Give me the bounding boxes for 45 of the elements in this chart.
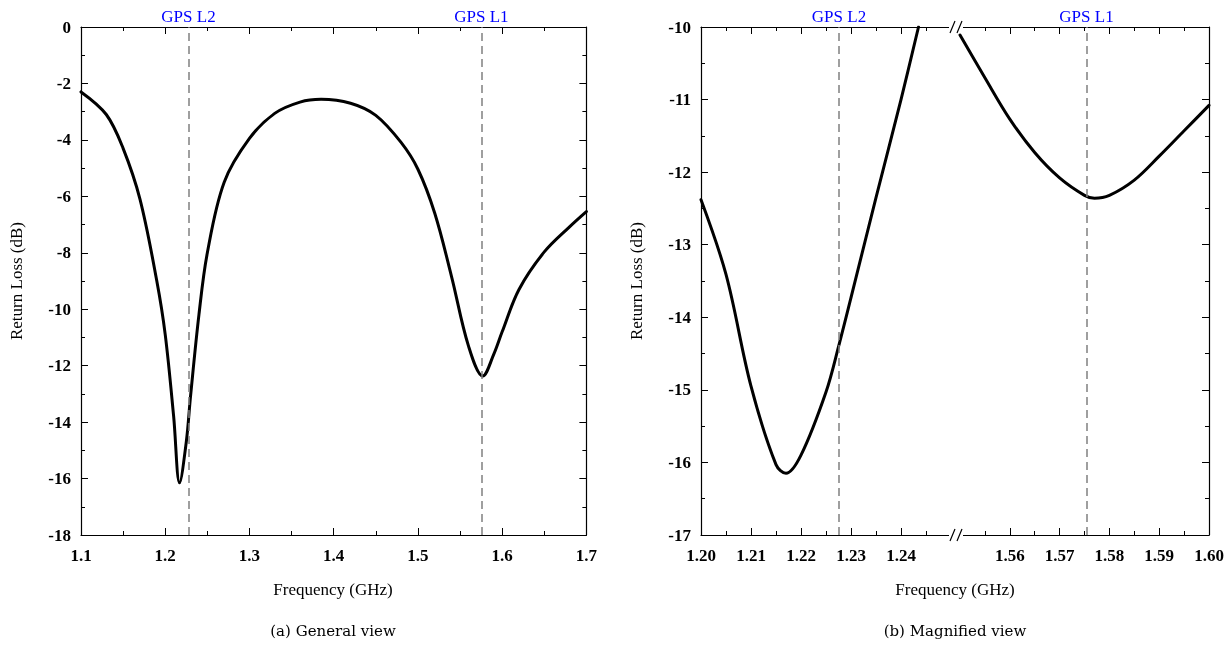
x-tick-label: 1.5 xyxy=(407,546,429,565)
x-tick-label: 1.23 xyxy=(836,546,866,565)
y-tick-label: -4 xyxy=(56,130,72,150)
ref-line-label: GPS L2 xyxy=(161,7,216,26)
ref-line-label: GPS L1 xyxy=(1059,7,1114,26)
ref-line-label: GPS L1 xyxy=(454,7,509,26)
y-tick-label: -11 xyxy=(669,90,691,110)
y-tick-label: -16 xyxy=(48,469,71,489)
x-tick-label: 1.4 xyxy=(323,546,345,565)
y-tick-label: 0 xyxy=(62,17,71,37)
x-tick-label: 1.56 xyxy=(994,546,1025,565)
x-tick-label: 1.58 xyxy=(1094,546,1125,565)
x-tick-label: 1.59 xyxy=(1144,546,1175,565)
y-tick-label: -12 xyxy=(668,162,691,182)
y-tick-label: -13 xyxy=(668,235,691,255)
x-tick-label: 1.2 xyxy=(154,546,176,565)
ref-line-label: GPS L2 xyxy=(811,7,867,26)
x-tick-label: 1.21 xyxy=(736,546,766,565)
y-axis-title: Return Loss (dB) xyxy=(627,221,646,341)
x-tick-label: 1.22 xyxy=(786,546,816,565)
x-tick-label: 1.1 xyxy=(70,546,92,565)
y-tick-label: -12 xyxy=(48,356,71,376)
y-axis-title: Return Loss (dB) xyxy=(7,221,26,341)
x-tick-label: 1.6 xyxy=(491,546,513,565)
y-tick-label: -18 xyxy=(48,525,71,545)
y-tick-label: -10 xyxy=(48,299,71,319)
x-tick-label: 1.60 xyxy=(1194,546,1224,565)
text: (a) General view xyxy=(269,622,397,640)
x-tick-label: 1.20 xyxy=(686,546,716,565)
y-tick-label: -2 xyxy=(56,73,71,93)
x-tick-label: 1.57 xyxy=(1044,546,1075,565)
x-tick-label: 1.7 xyxy=(575,546,598,565)
y-tick-label: -15 xyxy=(668,380,691,400)
y-tick-label: -16 xyxy=(668,452,691,472)
x-axis-title: Frequency (GHz) xyxy=(894,580,1016,600)
y-tick-label: -14 xyxy=(48,412,72,432)
y-tick-label: -8 xyxy=(56,243,71,263)
y-tick-label: -14 xyxy=(668,307,692,327)
x-tick-label: 1.24 xyxy=(886,546,917,565)
text: (b) Magnified view xyxy=(882,622,1028,640)
y-tick-label: -6 xyxy=(56,186,71,206)
x-axis-title: Frequency (GHz) xyxy=(272,580,394,600)
y-tick-label: -10 xyxy=(668,17,691,37)
x-tick-label: 1.3 xyxy=(238,546,261,565)
y-tick-label: -17 xyxy=(668,525,692,545)
